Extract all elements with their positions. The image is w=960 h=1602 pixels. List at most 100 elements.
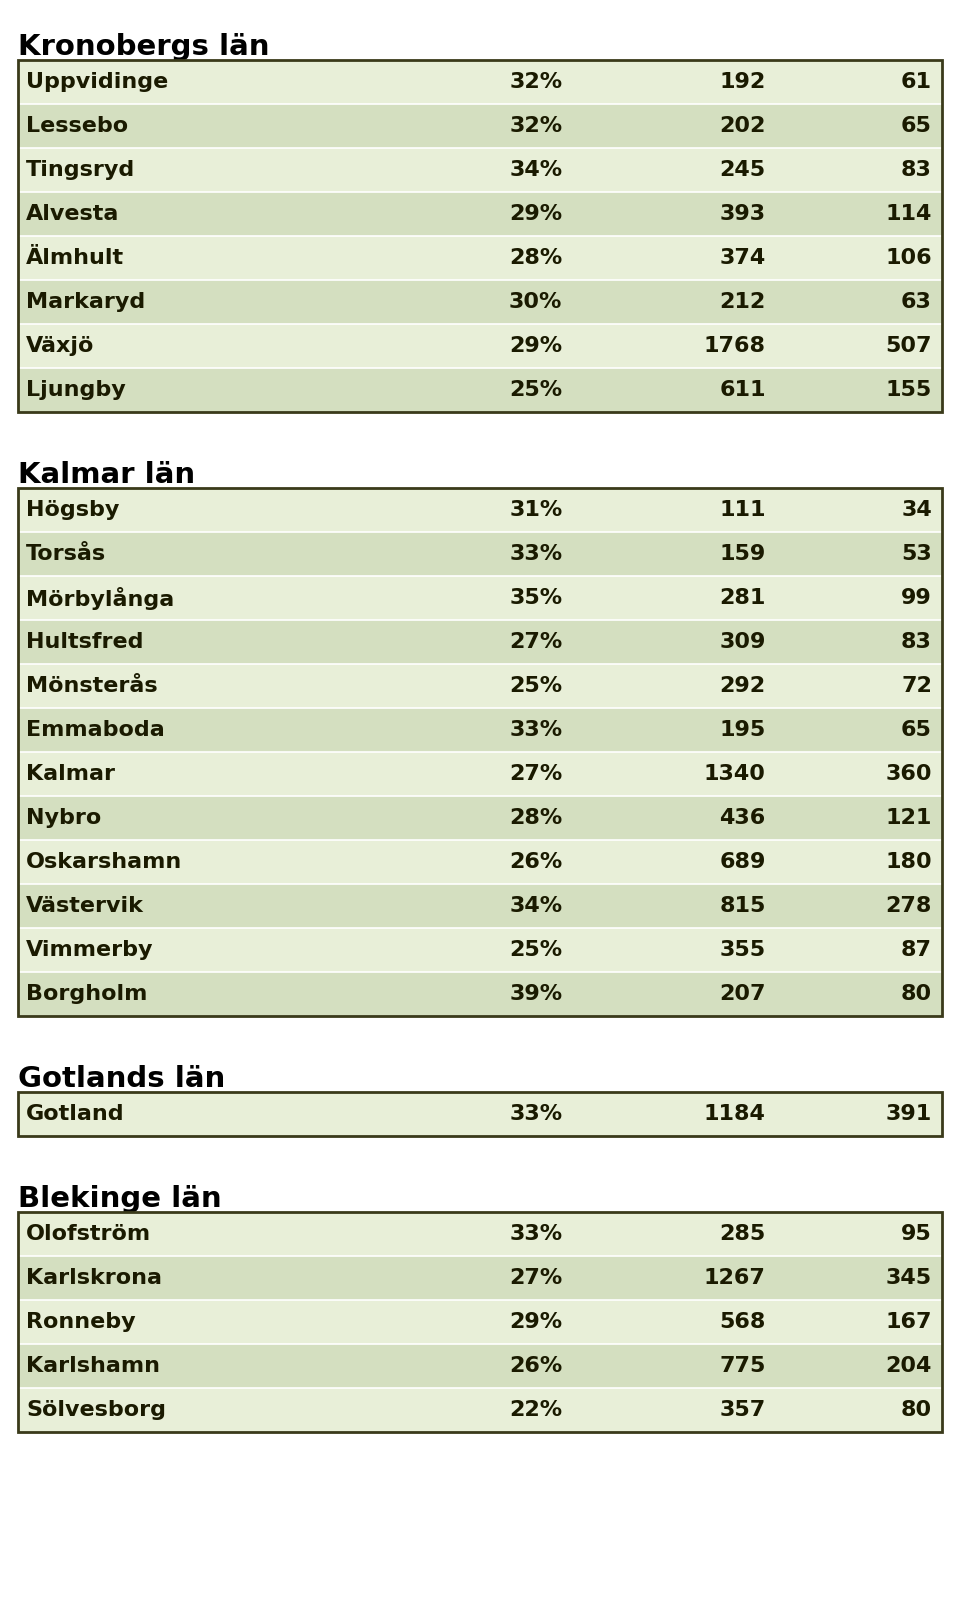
Text: 30%: 30% [509,292,563,312]
Text: 212: 212 [719,292,766,312]
Text: 25%: 25% [509,676,563,695]
Bar [18,280,942,324]
Text: 202: 202 [719,115,766,136]
Text: Västervik: Västervik [26,896,144,916]
Text: Ljungby: Ljungby [26,380,126,400]
Text: 35%: 35% [509,588,563,609]
Text: 207: 207 [719,984,766,1004]
Bar [18,620,942,663]
Text: Hultsfred: Hultsfred [26,633,143,652]
Text: Lessebo: Lessebo [26,115,128,136]
Text: 204: 204 [886,1355,932,1376]
Text: 99: 99 [901,588,932,609]
Text: 278: 278 [886,896,932,916]
Text: 106: 106 [885,248,932,268]
Text: 26%: 26% [509,852,563,871]
Bar [18,324,942,368]
Text: 180: 180 [885,852,932,871]
Bar [18,972,942,1016]
Text: 815: 815 [719,896,766,916]
Bar [18,59,942,104]
Text: Emmaboda: Emmaboda [26,719,165,740]
Bar [18,577,942,620]
Text: 83: 83 [901,633,932,652]
Bar [18,59,942,412]
Text: 345: 345 [886,1269,932,1288]
Text: 27%: 27% [509,1269,563,1288]
Text: 121: 121 [886,807,932,828]
Text: Kronobergs län: Kronobergs län [18,32,270,61]
Bar [18,928,942,972]
Text: 1340: 1340 [704,764,766,783]
Bar [18,1344,942,1387]
Text: 568: 568 [719,1312,766,1331]
Bar [18,235,942,280]
Text: Älmhult: Älmhult [26,248,124,268]
Text: 32%: 32% [509,72,563,91]
Text: 689: 689 [719,852,766,871]
Text: Vimmerby: Vimmerby [26,940,154,960]
Text: 1267: 1267 [704,1269,766,1288]
Text: Karlskrona: Karlskrona [26,1269,162,1288]
Text: 32%: 32% [509,115,563,136]
Bar [18,1093,942,1136]
Text: 292: 292 [720,676,766,695]
Text: 391: 391 [886,1104,932,1125]
Text: 285: 285 [719,1224,766,1245]
Text: 374: 374 [719,248,766,268]
Text: 29%: 29% [509,1312,563,1331]
Text: 159: 159 [719,545,766,564]
Text: 80: 80 [900,1400,932,1419]
Text: Gotland: Gotland [26,1104,125,1125]
Bar [18,708,942,751]
Text: 27%: 27% [509,633,563,652]
Text: Sölvesborg: Sölvesborg [26,1400,166,1419]
Text: Olofström: Olofström [26,1224,151,1245]
Text: 33%: 33% [509,1224,563,1245]
Bar [18,1299,942,1344]
Text: 192: 192 [719,72,766,91]
Text: 114: 114 [886,203,932,224]
Bar [18,104,942,147]
Text: Mörbylånga: Mörbylånga [26,586,175,609]
Text: 39%: 39% [509,984,563,1004]
Text: Mönsterås: Mönsterås [26,676,157,695]
Text: 72: 72 [901,676,932,695]
Text: 111: 111 [719,500,766,521]
Text: 155: 155 [886,380,932,400]
Text: 436: 436 [719,807,766,828]
Text: Växjö: Växjö [26,336,94,356]
Text: Uppvidinge: Uppvidinge [26,72,168,91]
Text: 34%: 34% [509,896,563,916]
Text: 245: 245 [720,160,766,179]
Bar [18,884,942,928]
Text: 393: 393 [720,203,766,224]
Text: 34%: 34% [509,160,563,179]
Bar [18,1213,942,1256]
Text: 87: 87 [901,940,932,960]
Text: Alvesta: Alvesta [26,203,119,224]
Text: 31%: 31% [509,500,563,521]
Bar [18,532,942,577]
Text: 29%: 29% [509,203,563,224]
Bar [18,751,942,796]
Text: 33%: 33% [509,1104,563,1125]
Text: Markaryd: Markaryd [26,292,145,312]
Text: Oskarshamn: Oskarshamn [26,852,182,871]
Bar [18,796,942,839]
Bar [18,489,942,1016]
Text: 22%: 22% [509,1400,563,1419]
Text: 65: 65 [901,115,932,136]
Text: 28%: 28% [509,248,563,268]
Bar [18,1256,942,1299]
Bar [18,147,942,192]
Text: 65: 65 [901,719,932,740]
Text: 28%: 28% [509,807,563,828]
Text: 53: 53 [901,545,932,564]
Bar [18,1093,942,1136]
Text: Gotlands län: Gotlands län [18,1065,226,1093]
Bar [18,663,942,708]
Text: 1184: 1184 [704,1104,766,1125]
Text: Tingsryd: Tingsryd [26,160,135,179]
Text: 357: 357 [719,1400,766,1419]
